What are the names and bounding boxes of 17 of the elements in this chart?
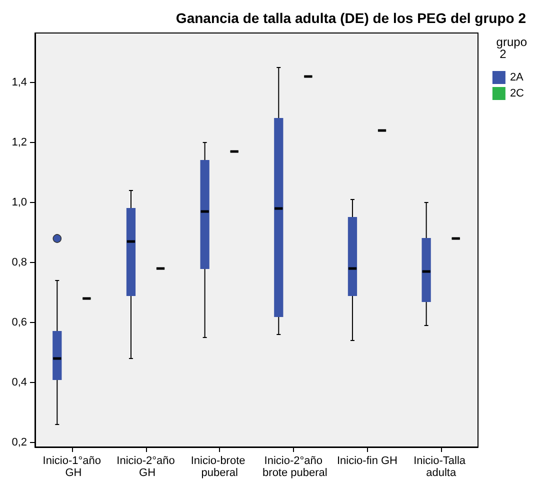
x-tick-label: Inicio-brote puberal [190, 455, 248, 479]
legend-label: 2C [510, 88, 524, 100]
y-tick-label: 1,4 [12, 76, 27, 88]
y-tick-label: 1,0 [12, 196, 27, 208]
y-tick-label: 0,2 [12, 436, 27, 448]
x-tick-label: Inicio-2°año brote puberal [259, 455, 328, 479]
legend-label: 2A [510, 72, 524, 84]
x-tick-label: Inicio-fin GH [336, 455, 398, 467]
x-tick-label: Inicio-1°año GH [42, 455, 102, 479]
legend-title: grupo 2 [496, 35, 528, 61]
y-tick-label: 1,2 [12, 136, 27, 148]
x-tick-label: Inicio-2°año GH [116, 455, 175, 479]
y-tick-label: 0,4 [12, 376, 27, 388]
chart-title: Ganancia de talla adulta (DE) de los PEG del grupo 2 [176, 10, 526, 26]
x-tick-label: Inicio-Talla adulta [414, 455, 469, 479]
y-tick-label: 0,8 [12, 256, 27, 268]
y-tick-label: 0,6 [12, 316, 27, 328]
